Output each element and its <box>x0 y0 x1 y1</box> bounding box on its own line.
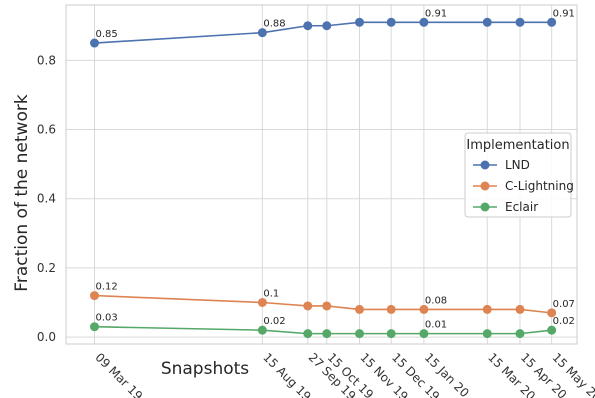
data-point <box>419 17 429 27</box>
series-line <box>94 21 552 44</box>
data-point <box>547 17 557 27</box>
data-label: 0.02 <box>263 316 285 327</box>
data-point <box>90 322 100 332</box>
data-label: 0.85 <box>96 29 118 40</box>
data-point <box>355 17 365 27</box>
y-tick-label: 0.8 <box>37 53 56 67</box>
data-point <box>482 304 492 314</box>
data-label: 0.1 <box>263 288 279 299</box>
data-label: 0.02 <box>553 316 575 327</box>
series-group: 0.850.880.91 0.910.120.10.08 0.070.03 0.02 0… <box>90 8 575 339</box>
legend-title: Implementation <box>466 138 569 153</box>
legend-marker <box>480 181 490 191</box>
y-axis-ticks: 0.0 0.2 0.4 0.6 0.8 <box>37 53 56 344</box>
legend-item-lnd[interactable]: LND <box>473 158 530 172</box>
data-point <box>303 301 313 311</box>
y-tick-label: 0.6 <box>37 123 56 137</box>
data-point <box>257 297 267 307</box>
data-point <box>386 304 396 314</box>
data-label: 0.91 <box>553 8 575 19</box>
data-label: 0.08 <box>425 295 447 306</box>
legend-item-c-lightning[interactable]: C-Lightning <box>473 179 574 193</box>
series-eclair: 0.03 0.02 0.01 0.02 <box>90 313 575 339</box>
data-point <box>322 21 332 31</box>
data-label: 0.88 <box>263 19 285 30</box>
data-point <box>90 38 100 48</box>
data-label: 0.01 <box>425 320 447 331</box>
legend-label: Eclair <box>505 200 538 214</box>
data-point <box>419 329 429 339</box>
data-label: 0.03 <box>96 313 118 324</box>
data-point <box>419 304 429 314</box>
data-point <box>257 325 267 335</box>
legend-item-eclair[interactable]: Eclair <box>473 200 538 214</box>
series-c-lightning: 0.12 0.1 0.08 0.07 <box>90 282 575 318</box>
legend-label: LND <box>505 158 530 172</box>
data-point <box>386 329 396 339</box>
legend-label: C-Lightning <box>505 179 574 193</box>
data-point <box>482 329 492 339</box>
data-point <box>515 329 525 339</box>
data-label: 0.91 <box>425 8 447 19</box>
data-point <box>482 17 492 27</box>
x-axis-label: Snapshots <box>161 359 249 379</box>
data-label: 0.12 <box>96 282 118 293</box>
data-point <box>515 304 525 314</box>
data-point <box>355 329 365 339</box>
y-axis-label: Fraction of the network <box>12 94 32 292</box>
x-tick-label: 15 Aug 19 <box>260 350 313 398</box>
data-point <box>90 291 100 301</box>
legend-box <box>464 132 572 218</box>
plot-frame <box>65 4 578 345</box>
series-line <box>94 325 552 335</box>
series-lnd: 0.85 0.88 0.91 0.91 <box>90 8 575 48</box>
data-point <box>386 17 396 27</box>
data-point <box>515 17 525 27</box>
legend-marker <box>480 202 490 212</box>
legend-marker <box>480 160 490 170</box>
data-point <box>547 308 557 318</box>
data-point <box>355 304 365 314</box>
series-line <box>94 294 552 314</box>
data-point <box>322 301 332 311</box>
legend[interactable]: Implementation LND C-Lightning Eclair <box>464 132 574 218</box>
data-point <box>547 325 557 335</box>
y-tick-label: 0.0 <box>37 330 56 344</box>
y-tick-label: 0.4 <box>37 192 56 206</box>
data-point <box>257 28 267 38</box>
data-point <box>303 329 313 339</box>
data-point <box>322 329 332 339</box>
data-label: 0.07 <box>553 299 575 310</box>
data-point <box>303 21 313 31</box>
y-tick-label: 0.2 <box>37 261 56 275</box>
x-tick-label: 09 Mar 19 <box>92 350 145 398</box>
